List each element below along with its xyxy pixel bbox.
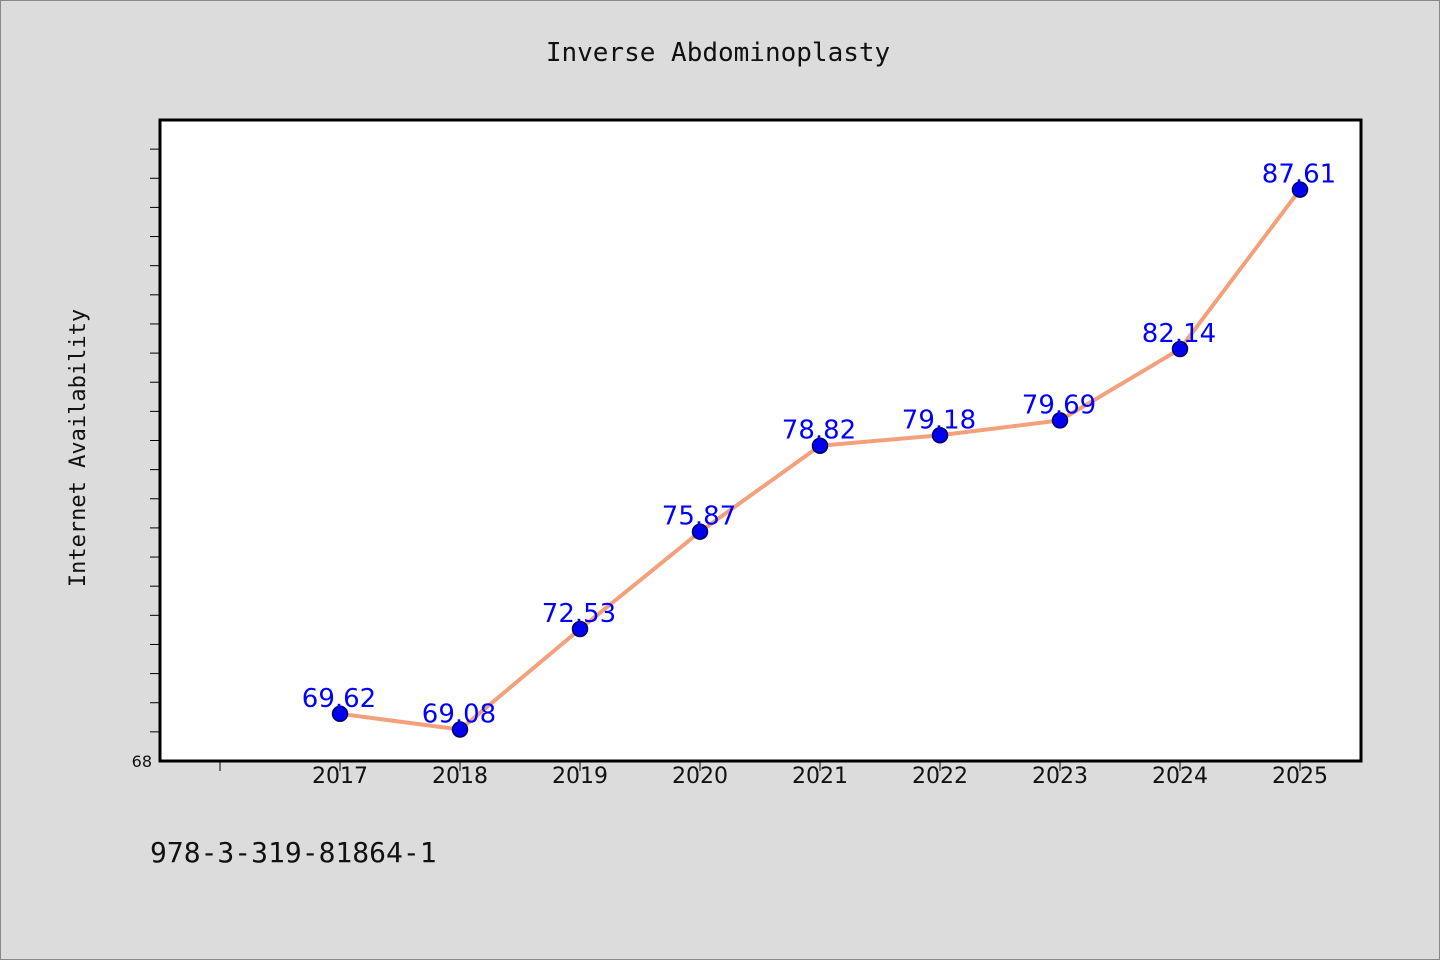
- x-tick-label: 2023: [1032, 764, 1088, 789]
- y-axis-label: Internet Availability: [66, 309, 91, 587]
- data-point: [571, 620, 589, 638]
- data-point: [451, 721, 469, 738]
- x-tick-label: 2021: [792, 764, 848, 789]
- x-tick-label: 2018: [432, 764, 488, 789]
- data-label: 79.69: [1022, 390, 1096, 420]
- data-label: 87.61: [1262, 160, 1336, 190]
- x-tick-label: 2017: [312, 764, 368, 789]
- x-tick-label: 2019: [552, 764, 608, 789]
- data-label: 78.82: [782, 416, 856, 446]
- data-point: [931, 427, 949, 444]
- plot-area: [158, 118, 1363, 763]
- data-label: 75.87: [662, 502, 736, 532]
- series-markers: [331, 181, 1309, 738]
- data-point: [1051, 412, 1069, 429]
- data-label: 82.14: [1142, 319, 1216, 349]
- data-label: 69.62: [302, 684, 376, 714]
- data-point: [1171, 340, 1189, 358]
- data-label: 69.08: [422, 700, 496, 730]
- data-point: [1291, 181, 1309, 198]
- data-point: [811, 437, 829, 454]
- x-tick-label: 2022: [912, 764, 968, 789]
- data-labels: 69.62 69.08 72.53 75.87 78.82 79.18 79.69 82.14…: [302, 160, 1336, 730]
- data-label: 79.18: [902, 405, 976, 435]
- x-tick-label: 2025: [1272, 764, 1328, 789]
- x-tick-label: 2024: [1152, 764, 1208, 789]
- data-point: [691, 523, 709, 540]
- data-point: [331, 705, 349, 723]
- x-axis-ticks: 2017 2018 2019 2020 2021 2022 2023 2024 2025: [219, 761, 1328, 789]
- x-tick-label: 2020: [672, 764, 728, 789]
- data-label: 72.53: [542, 599, 616, 629]
- footer-isbn: 978-3-319-81864-1: [150, 836, 437, 869]
- y-axis-ticks: 68: [132, 148, 160, 771]
- chart-title: Inverse Abdominoplasty: [546, 38, 890, 68]
- y-tick-label: 68: [132, 752, 152, 771]
